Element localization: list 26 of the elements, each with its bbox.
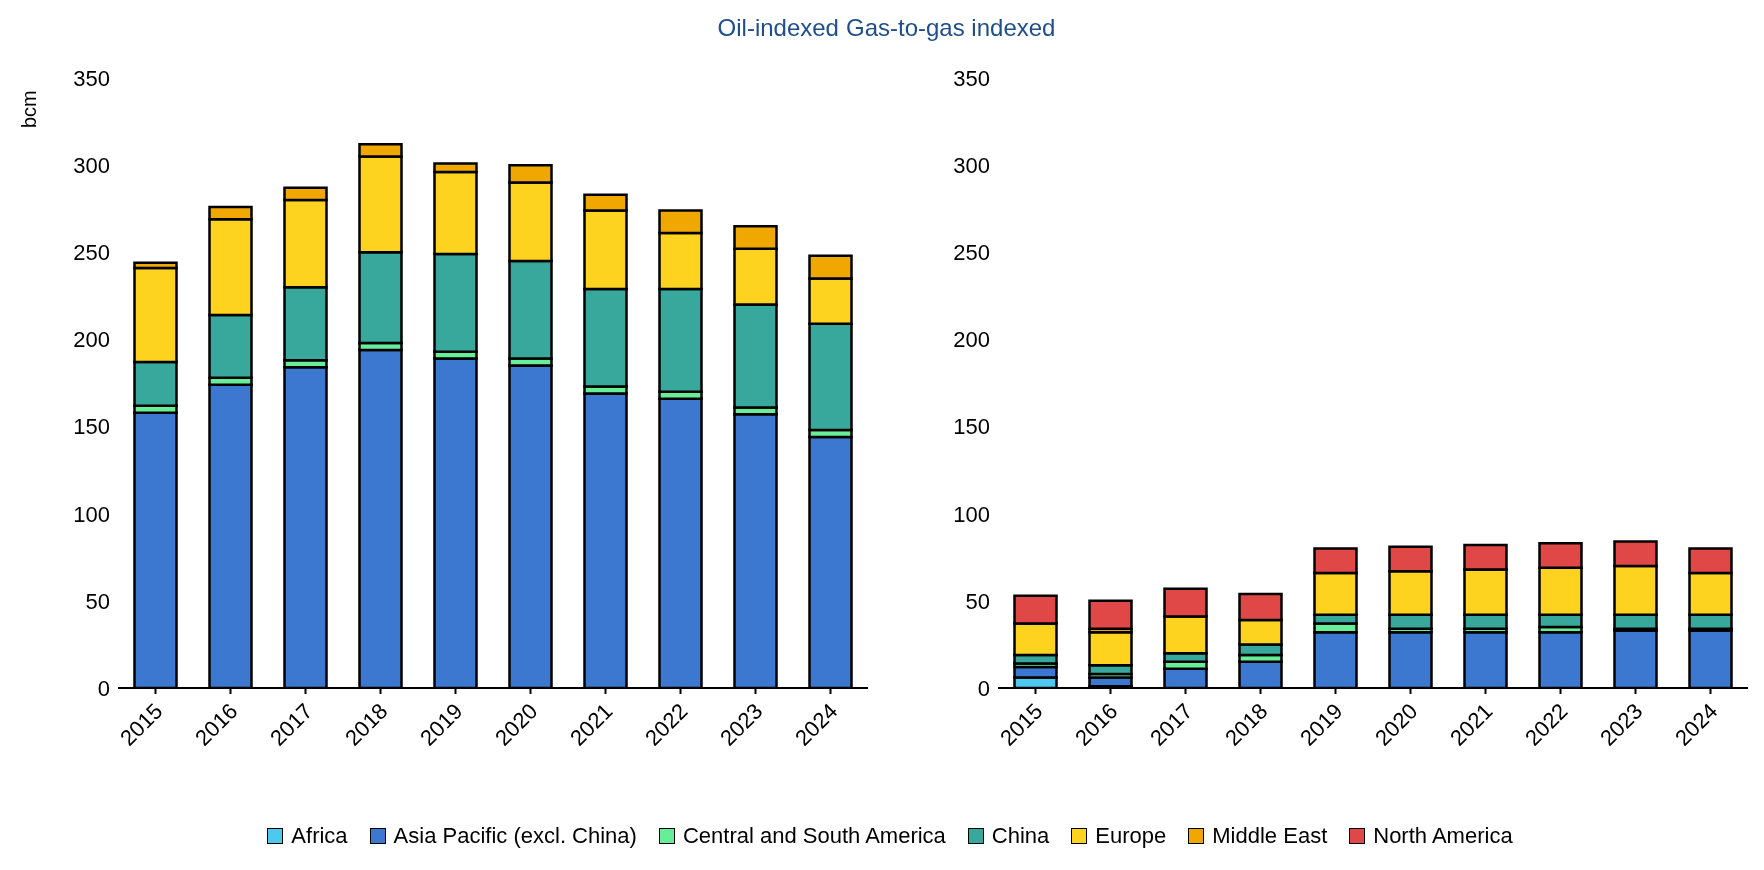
y-tick-label: 100	[953, 501, 990, 527]
y-tick-label: 0	[97, 675, 110, 701]
y-tick-label: 300	[953, 152, 990, 178]
legend-label: Central and South America	[682, 823, 946, 849]
y-axis-title: bcm	[18, 90, 40, 128]
legend-label: North America	[1373, 823, 1513, 849]
legend-label: China	[991, 823, 1050, 849]
legend-label: Asia Pacific (excl. China)	[393, 823, 637, 849]
y-tick-label: 250	[953, 240, 990, 266]
y-tick-label: 250	[73, 240, 110, 266]
y-tick-label: 100	[73, 501, 110, 527]
y-tick-label: 350	[73, 65, 110, 91]
legend-label: Africa	[291, 823, 348, 849]
legend-label: Europe	[1095, 823, 1167, 849]
y-tick-label: 150	[73, 414, 110, 440]
y-tick-label: 200	[953, 327, 990, 353]
y-tick-label: 50	[85, 588, 110, 614]
y-tick-label: 0	[977, 675, 990, 701]
chart-title: Oil-indexed	[717, 14, 839, 41]
chart-title: Gas-to-gas indexed	[845, 14, 1056, 41]
legend-label: Middle East	[1212, 823, 1328, 849]
y-tick-label: 150	[953, 414, 990, 440]
y-tick-label: 300	[73, 152, 110, 178]
y-tick-label: 200	[73, 327, 110, 353]
y-tick-label: 350	[953, 65, 990, 91]
y-tick-label: 50	[965, 588, 990, 614]
